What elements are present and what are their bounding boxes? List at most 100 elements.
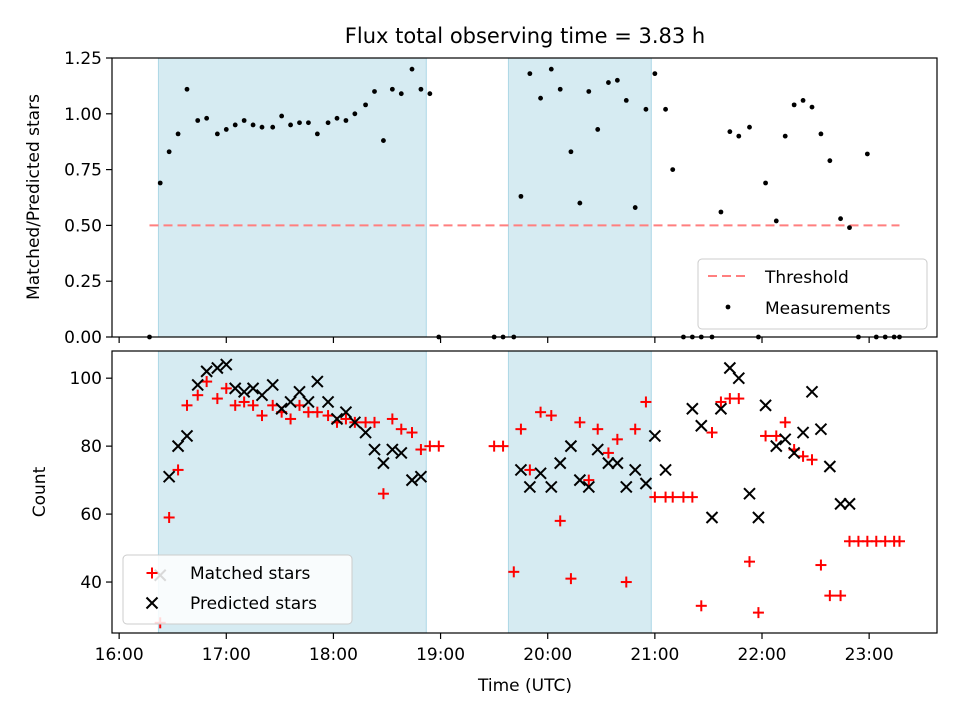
- matched-star-point: [649, 491, 661, 503]
- predicted-star-point: [743, 487, 756, 500]
- measurement-point: [643, 106, 649, 112]
- matched-star-point: [894, 535, 905, 547]
- measurement-point: [527, 71, 533, 77]
- measurement-point: [847, 225, 852, 231]
- measurement-point: [632, 205, 638, 210]
- y-tick-label: 1.25: [64, 49, 102, 69]
- predicted-star-point: [714, 402, 728, 415]
- measurement-point: [418, 86, 424, 92]
- chart-title: Flux total observing time = 3.83 h: [345, 24, 705, 48]
- matched-star-point: [201, 376, 213, 388]
- measurement-point: [538, 95, 543, 101]
- matched-star-point: [267, 399, 279, 411]
- matched-star-points: [154, 376, 905, 629]
- matched-star-point: [565, 573, 577, 585]
- legend-threshold-label: Threshold: [764, 268, 849, 288]
- predicted-star-point: [339, 405, 353, 419]
- measurement-point: [398, 91, 404, 97]
- matched-star-point: [620, 576, 632, 588]
- predicted-star-point: [591, 443, 604, 456]
- predicted-star-point: [200, 365, 213, 378]
- predicted-star-point: [582, 480, 595, 494]
- predicted-star-point: [759, 399, 772, 412]
- predicted-star-point: [620, 480, 633, 494]
- predicted-star-point: [220, 358, 233, 371]
- ratio-panel: 0.00 0.25 0.50 0.75 1.00 1.25 Matched/Predict…: [24, 49, 938, 348]
- measurement-point: [352, 111, 358, 117]
- predicted-star-point: [359, 426, 372, 439]
- matched-star-point: [395, 423, 407, 435]
- predicted-star-point: [266, 378, 279, 392]
- predicted-star-point: [639, 477, 653, 490]
- measurement-point: [800, 98, 806, 103]
- measurement-point: [223, 127, 229, 132]
- predicted-star-point: [386, 443, 399, 456]
- x-axis-label: Time (UTC): [477, 676, 572, 696]
- predicted-star-point: [554, 456, 567, 470]
- matched-star-point: [583, 474, 595, 486]
- measurement-point: [389, 86, 395, 92]
- measurement-point: [250, 122, 256, 128]
- measurement-point: [184, 86, 190, 92]
- predicted-star-point: [779, 433, 792, 446]
- matched-star-point: [806, 454, 818, 466]
- measurement-point: [623, 98, 629, 103]
- predicted-star-point: [293, 385, 306, 398]
- legend-predicted-swatch: [145, 596, 159, 610]
- observing-bands: [157, 57, 652, 338]
- y-tick-label: 80: [80, 437, 102, 457]
- predicted-star-point: [534, 467, 547, 480]
- measurement-point: [763, 180, 768, 186]
- top-axes-frame: [111, 57, 938, 338]
- predicted-star-point: [659, 463, 672, 477]
- x-tick-label: 21:00: [630, 645, 679, 665]
- matched-star-point: [311, 406, 323, 418]
- predicted-star-point: [377, 456, 390, 470]
- measurement-point: [363, 102, 368, 108]
- y-tick-label: 0.75: [64, 161, 102, 181]
- predicted-star-point: [237, 385, 251, 398]
- count-panel: 40 60 80 100 16:00 17:00 18:00 19:00 20:00 21:00…: [30, 350, 938, 696]
- matched-star-point: [211, 393, 223, 405]
- measurement-point: [372, 89, 377, 94]
- measurement-point: [747, 124, 752, 130]
- matched-star-point: [667, 491, 679, 503]
- matched-star-point: [322, 410, 334, 422]
- predicted-star-point: [275, 402, 288, 415]
- y-tick-label: 0.00: [64, 328, 102, 348]
- matched-star-point: [415, 444, 427, 456]
- measurement-point: [427, 91, 433, 97]
- matched-star-point: [369, 416, 380, 428]
- measurement-point: [663, 106, 668, 112]
- predicted-star-point: [545, 480, 558, 494]
- measurement-point: [595, 127, 601, 132]
- matched-star-point: [686, 491, 698, 503]
- matched-star-point: [406, 427, 418, 439]
- measurement-point: [838, 216, 843, 222]
- measurement-point: [736, 133, 742, 139]
- legend-matched-marker: [146, 567, 158, 579]
- measurement-points: [147, 66, 902, 340]
- matched-star-point: [824, 590, 836, 602]
- predicted-star-point: [348, 416, 362, 429]
- measurement-point: [652, 71, 658, 77]
- measurement-point: [614, 77, 620, 83]
- matched-star-point: [592, 423, 604, 435]
- measurement-point: [827, 158, 833, 164]
- matched-star-point: [706, 427, 718, 439]
- matched-star-point: [294, 399, 305, 411]
- predicted-star-point: [823, 460, 837, 473]
- matched-star-point: [554, 515, 566, 527]
- predicted-star-point: [229, 382, 242, 395]
- matched-star-point: [602, 447, 614, 459]
- measurement-point: [195, 118, 201, 123]
- matched-star-point: [797, 450, 809, 462]
- measurement-point: [409, 66, 415, 72]
- matched-star-point: [386, 413, 398, 425]
- y-tick-label: 1.00: [64, 105, 102, 125]
- predicted-star-point: [602, 456, 615, 470]
- predicted-star-point: [629, 463, 642, 477]
- predicted-star-point: [648, 429, 662, 443]
- matched-star-point: [192, 389, 204, 401]
